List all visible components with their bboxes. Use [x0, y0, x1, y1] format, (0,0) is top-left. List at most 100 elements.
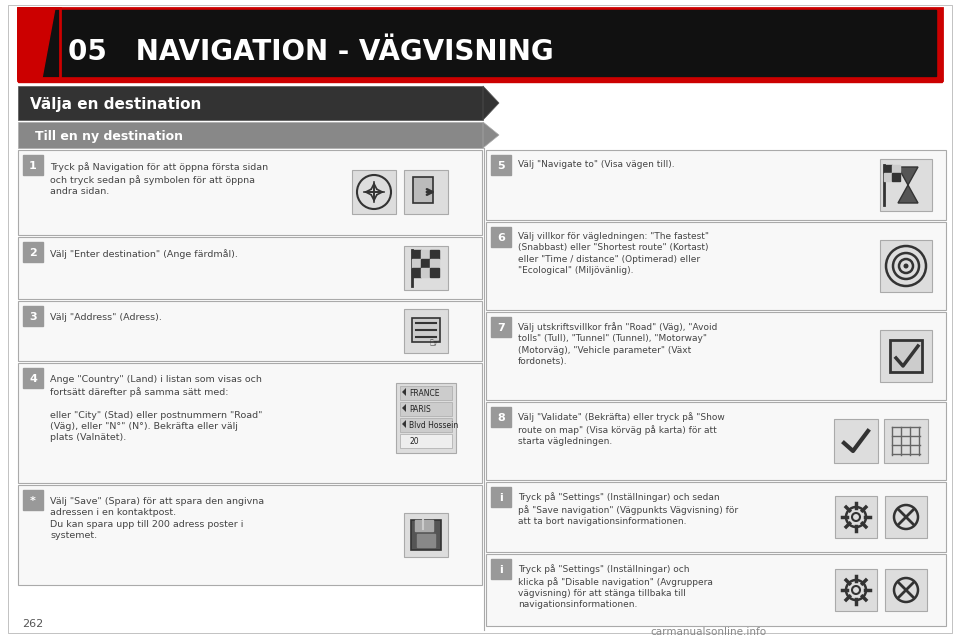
FancyBboxPatch shape — [486, 402, 946, 480]
Text: Välj villkor för vägledningen: "The fastest"
(Snabbast) eller "Shortest route" (: Välj villkor för vägledningen: "The fast… — [518, 232, 709, 275]
FancyBboxPatch shape — [411, 520, 441, 550]
FancyBboxPatch shape — [23, 490, 43, 510]
FancyBboxPatch shape — [491, 227, 511, 247]
Text: 1: 1 — [29, 161, 36, 171]
FancyBboxPatch shape — [18, 237, 482, 299]
Text: 20: 20 — [409, 436, 419, 445]
FancyBboxPatch shape — [352, 170, 396, 214]
Polygon shape — [483, 122, 499, 148]
Text: 8: 8 — [497, 413, 505, 423]
Text: carmanualsonline.info: carmanualsonline.info — [650, 627, 766, 637]
Text: *: * — [30, 496, 36, 506]
FancyBboxPatch shape — [18, 8, 942, 80]
FancyBboxPatch shape — [18, 485, 482, 585]
FancyBboxPatch shape — [404, 170, 448, 214]
FancyBboxPatch shape — [412, 318, 440, 342]
FancyBboxPatch shape — [404, 246, 448, 290]
FancyBboxPatch shape — [20, 10, 936, 76]
FancyBboxPatch shape — [835, 569, 877, 611]
FancyBboxPatch shape — [404, 513, 448, 557]
FancyBboxPatch shape — [18, 122, 483, 148]
FancyBboxPatch shape — [18, 363, 482, 483]
FancyBboxPatch shape — [486, 312, 946, 400]
Text: Välj utskriftsvillkor från "Road" (Väg), "Avoid
tolls" (Tull), "Tunnel" (Tunnel): Välj utskriftsvillkor från "Road" (Väg),… — [518, 322, 717, 366]
Polygon shape — [483, 86, 499, 120]
FancyBboxPatch shape — [421, 250, 430, 259]
FancyBboxPatch shape — [491, 487, 511, 507]
Polygon shape — [402, 420, 406, 428]
FancyBboxPatch shape — [417, 534, 435, 547]
FancyBboxPatch shape — [885, 569, 927, 611]
FancyBboxPatch shape — [23, 306, 43, 326]
Text: FRANCE: FRANCE — [409, 388, 440, 397]
FancyBboxPatch shape — [430, 250, 439, 259]
FancyBboxPatch shape — [491, 317, 511, 337]
Text: 3: 3 — [29, 312, 36, 322]
Text: Välj "Address" (Adress).: Välj "Address" (Adress). — [50, 313, 162, 322]
Text: Tryck på "Settings" (Inställningar) och
klicka på "Disable navigation" (Avgruppe: Tryck på "Settings" (Inställningar) och … — [518, 564, 713, 609]
Text: 4: 4 — [29, 374, 36, 384]
FancyBboxPatch shape — [396, 383, 456, 453]
FancyBboxPatch shape — [23, 242, 43, 262]
Text: Till en ny destination: Till en ny destination — [35, 129, 183, 143]
Text: Tryck på Navigation för att öppna första sidan
och tryck sedan på symbolen för a: Tryck på Navigation för att öppna första… — [50, 162, 268, 196]
FancyBboxPatch shape — [23, 155, 43, 175]
Text: i: i — [499, 565, 503, 575]
FancyBboxPatch shape — [415, 520, 433, 531]
FancyBboxPatch shape — [400, 386, 452, 400]
FancyBboxPatch shape — [412, 268, 421, 277]
FancyBboxPatch shape — [400, 434, 452, 448]
Text: PARIS: PARIS — [409, 404, 431, 413]
FancyBboxPatch shape — [421, 259, 430, 268]
FancyBboxPatch shape — [486, 554, 946, 626]
Text: 7: 7 — [497, 323, 505, 333]
FancyBboxPatch shape — [412, 250, 421, 259]
FancyBboxPatch shape — [880, 159, 932, 211]
Polygon shape — [18, 8, 55, 78]
Text: Välj "Save" (Spara) för att spara den angivna
adressen i en kontaktpost.
Du kan : Välj "Save" (Spara) för att spara den an… — [50, 497, 264, 540]
FancyBboxPatch shape — [18, 150, 482, 235]
FancyBboxPatch shape — [892, 173, 900, 181]
Text: 05   NAVIGATION - VÄGVISNING: 05 NAVIGATION - VÄGVISNING — [68, 38, 554, 66]
FancyBboxPatch shape — [892, 165, 900, 173]
Text: Välj "Navigate to" (Visa vägen till).: Välj "Navigate to" (Visa vägen till). — [518, 160, 675, 169]
FancyBboxPatch shape — [880, 240, 932, 292]
FancyBboxPatch shape — [486, 150, 946, 220]
FancyBboxPatch shape — [430, 268, 439, 277]
Polygon shape — [18, 8, 60, 78]
FancyBboxPatch shape — [18, 86, 483, 120]
FancyBboxPatch shape — [430, 259, 439, 268]
FancyBboxPatch shape — [834, 419, 878, 463]
FancyBboxPatch shape — [880, 330, 932, 382]
FancyBboxPatch shape — [486, 222, 946, 310]
FancyBboxPatch shape — [400, 402, 452, 416]
FancyBboxPatch shape — [835, 496, 877, 538]
Text: Välja en destination: Välja en destination — [30, 97, 202, 111]
Text: Blvd Hossein: Blvd Hossein — [409, 420, 458, 429]
FancyBboxPatch shape — [413, 177, 433, 203]
FancyBboxPatch shape — [421, 268, 430, 277]
FancyBboxPatch shape — [491, 407, 511, 427]
FancyBboxPatch shape — [400, 418, 452, 432]
FancyBboxPatch shape — [491, 559, 511, 579]
Text: ☞: ☞ — [428, 337, 440, 351]
FancyBboxPatch shape — [885, 496, 927, 538]
Text: Välj "Enter destination" (Ange färdmål).: Välj "Enter destination" (Ange färdmål). — [50, 249, 238, 259]
FancyBboxPatch shape — [404, 309, 448, 353]
FancyBboxPatch shape — [884, 419, 928, 463]
Text: Tryck på "Settings" (Inställningar) och sedan
på "Save navigation" (Vägpunkts Vä: Tryck på "Settings" (Inställningar) och … — [518, 492, 738, 526]
FancyBboxPatch shape — [18, 301, 482, 361]
FancyBboxPatch shape — [491, 155, 511, 175]
Text: 6: 6 — [497, 233, 505, 243]
Text: 262: 262 — [22, 619, 43, 629]
Polygon shape — [402, 404, 406, 412]
Text: Ange "Country" (Land) i listan som visas och
fortsätt därefter på samma sätt med: Ange "Country" (Land) i listan som visas… — [50, 375, 262, 442]
FancyBboxPatch shape — [8, 5, 952, 633]
FancyBboxPatch shape — [412, 259, 421, 268]
Text: Välj "Validate" (Bekräfta) eller tryck på "Show
route on map" (Visa körväg på ka: Välj "Validate" (Bekräfta) eller tryck p… — [518, 412, 725, 446]
FancyBboxPatch shape — [884, 165, 892, 173]
Circle shape — [903, 264, 908, 269]
Text: 5: 5 — [497, 161, 505, 171]
Text: i: i — [499, 493, 503, 503]
FancyBboxPatch shape — [23, 368, 43, 388]
